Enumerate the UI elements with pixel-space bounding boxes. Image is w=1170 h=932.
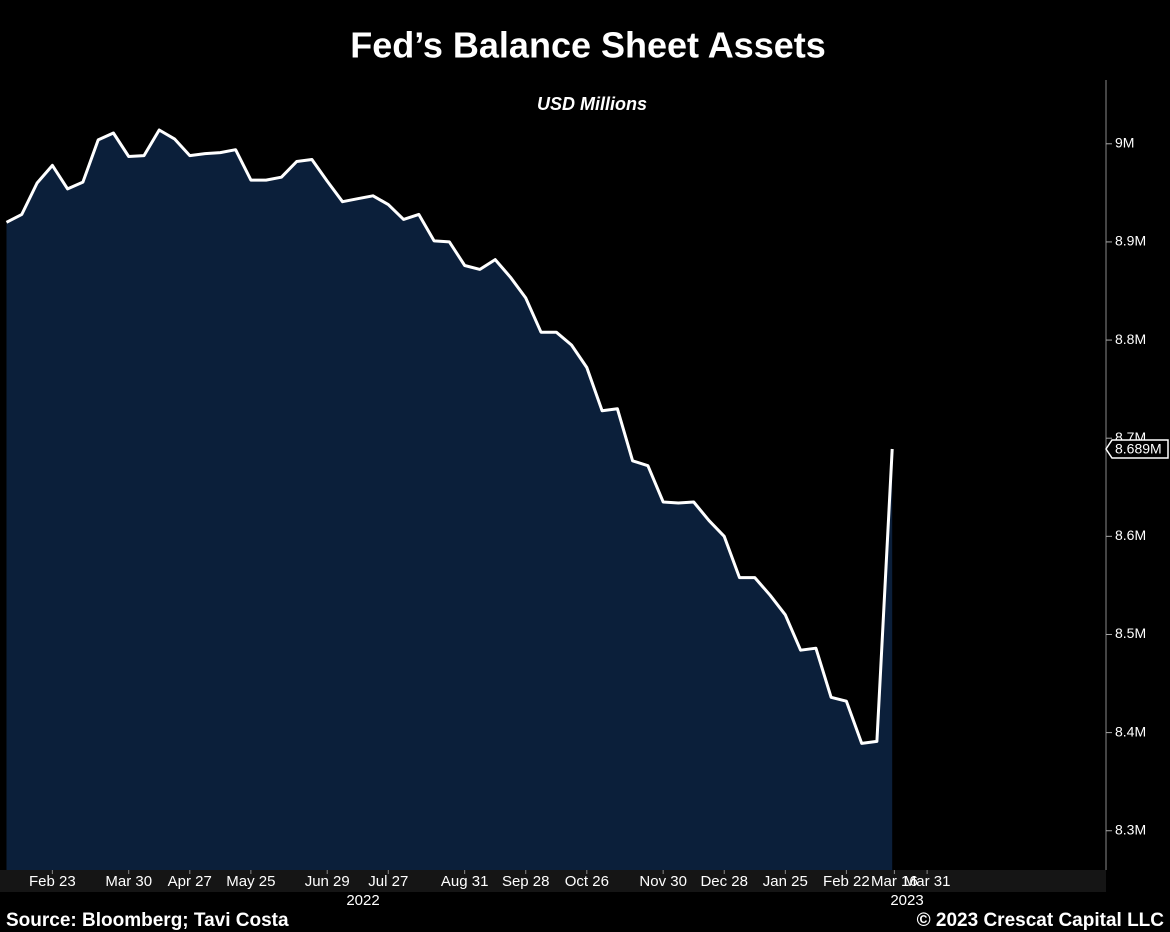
x-tick-label: Mar 31	[904, 873, 951, 890]
chart-title: Fed’s Balance Sheet Assets	[350, 25, 826, 66]
x-tick-label: Feb 22	[823, 873, 870, 890]
year-label: 2022	[346, 892, 379, 909]
y-tick-label: 8.9M	[1115, 233, 1146, 249]
value-tag	[1105, 439, 1169, 459]
value-label: 8.689M	[1115, 441, 1162, 457]
copyright: © 2023 Crescat Capital LLC	[917, 910, 1165, 931]
x-tick-label: Feb 23	[29, 873, 76, 890]
year-label: 2023	[890, 892, 923, 909]
y-tick-label: 8.6M	[1115, 527, 1146, 543]
x-tick-label: Mar 30	[105, 873, 152, 890]
x-tick-label: Sep 28	[502, 873, 550, 890]
line	[5, 128, 894, 745]
x-tick-label: Aug 31	[441, 873, 489, 890]
x-tick-label: Mar 16	[871, 873, 918, 890]
x-tick-label: Dec 28	[700, 873, 748, 890]
y-tick-label: 9M	[1115, 134, 1134, 150]
x-tick-label: May 25	[226, 873, 275, 890]
x-tick-label: Apr 27	[168, 873, 212, 890]
x-tick-label: Nov 30	[639, 873, 687, 890]
x-axis-band	[0, 870, 1106, 892]
area	[6, 130, 893, 870]
x-tick-label: Jul 27	[368, 873, 408, 890]
x-tick-label: Oct 26	[565, 873, 609, 890]
source: Source: Bloomberg; Tavi Costa	[6, 910, 289, 931]
y-tick-label: 8.4M	[1115, 723, 1146, 739]
y-tick-label: 8.3M	[1115, 821, 1146, 837]
chart-subtitle: USD Millions	[537, 94, 647, 114]
y-tick-label: 8.5M	[1115, 625, 1146, 641]
y-tick-label: 8.8M	[1115, 331, 1146, 347]
x-tick-label: Jan 25	[763, 873, 808, 890]
x-tick-label: Jun 29	[305, 873, 350, 890]
